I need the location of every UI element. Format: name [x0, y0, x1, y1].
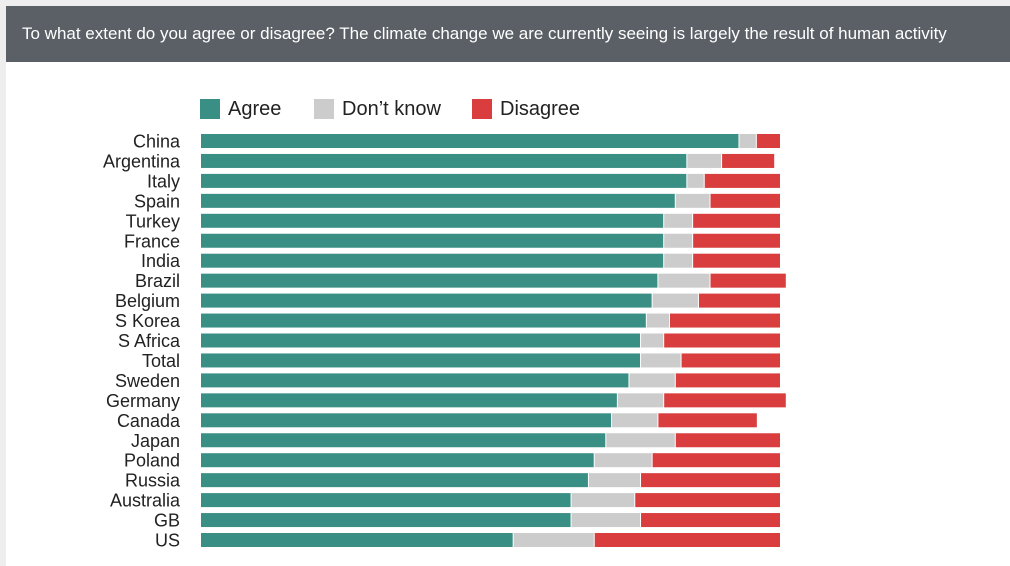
bar-segment-agree: [201, 513, 571, 528]
bar-segment-don-t-know: [664, 253, 693, 268]
bar-segment-agree: [201, 193, 675, 208]
bar-segment-agree: [201, 173, 687, 188]
bar-segment-disagree: [641, 473, 780, 488]
legend-label-disagree: Disagree: [500, 97, 581, 120]
bar-segment-don-t-know: [687, 173, 704, 188]
category-label: S Korea: [115, 311, 181, 331]
bar-segment-agree: [201, 413, 612, 428]
bar-segment-disagree: [704, 173, 780, 188]
chart-title: To what extent do you agree or disagree?…: [6, 6, 1010, 62]
bar-segment-don-t-know: [612, 413, 658, 428]
legend-swatch-disagree: [472, 99, 492, 119]
bar-segment-agree: [201, 253, 664, 268]
bar-segment-agree: [201, 533, 513, 547]
bar-segment-don-t-know: [513, 533, 594, 547]
bar-segment-disagree: [698, 293, 780, 308]
bar-segment-agree: [201, 373, 629, 388]
bar-segment-agree: [201, 134, 739, 148]
category-label: Total: [142, 351, 180, 371]
bar-segment-don-t-know: [687, 153, 722, 168]
bar-segment-don-t-know: [606, 433, 675, 448]
bar-segment-don-t-know: [675, 193, 710, 208]
bar-segment-don-t-know: [739, 134, 756, 148]
category-label: Japan: [131, 431, 180, 451]
category-label: Spain: [134, 191, 180, 211]
legend-item-dont-know: Don’t know: [314, 98, 441, 120]
bar-segment-don-t-know: [629, 373, 675, 388]
bar-segment-disagree: [710, 193, 780, 208]
bar-segment-agree: [201, 493, 571, 508]
bar-segment-agree: [201, 453, 594, 468]
bar-segment-don-t-know: [571, 513, 641, 528]
category-label: China: [133, 132, 181, 152]
category-label: Italy: [147, 171, 180, 191]
bar-segment-don-t-know: [588, 473, 641, 488]
bar-segment-disagree: [710, 273, 786, 288]
category-label: GB: [154, 511, 180, 531]
bar-segment-agree: [201, 473, 588, 488]
bar-segment-agree: [201, 273, 658, 288]
category-label: US: [155, 531, 180, 551]
bar-segment-agree: [201, 153, 687, 168]
bar-segment-agree: [201, 233, 664, 248]
category-label: Russia: [125, 471, 181, 491]
category-label: Sweden: [115, 371, 180, 391]
bar-segment-agree: [201, 293, 652, 308]
bar-segment-agree: [201, 213, 664, 228]
category-label: Australia: [110, 491, 181, 511]
bar-segment-don-t-know: [641, 333, 664, 348]
bar-segment-disagree: [693, 233, 780, 248]
category-label: S Africa: [118, 331, 181, 351]
legend-label-dont-know: Don’t know: [342, 97, 441, 120]
bar-segment-agree: [201, 353, 641, 368]
legend-label-agree: Agree: [228, 97, 282, 120]
category-label: France: [124, 231, 180, 251]
bar-segment-don-t-know: [664, 233, 693, 248]
bar-segment-disagree: [664, 333, 780, 348]
category-label: Canada: [117, 411, 181, 431]
bar-segment-disagree: [675, 373, 780, 388]
bar-segment-disagree: [652, 453, 780, 468]
bar-segment-don-t-know: [617, 393, 664, 408]
bar-segment-don-t-know: [571, 493, 635, 508]
bar-segment-disagree: [664, 393, 786, 408]
bar-segment-disagree: [669, 313, 780, 328]
bar-segment-disagree: [658, 413, 757, 428]
bar-segment-disagree: [635, 493, 780, 508]
bar-segment-disagree: [756, 134, 780, 148]
bar-segment-don-t-know: [664, 213, 693, 228]
legend-swatch-dont-know: [314, 99, 334, 119]
category-label: Poland: [124, 451, 180, 471]
bar-segment-agree: [201, 333, 641, 348]
bar-segment-don-t-know: [641, 353, 681, 368]
bar-segment-agree: [201, 433, 606, 448]
bar-segment-disagree: [693, 253, 780, 268]
bar-segment-don-t-know: [594, 453, 652, 468]
category-label: Belgium: [115, 291, 180, 311]
bar-segment-agree: [201, 393, 617, 408]
category-label: Brazil: [135, 271, 180, 291]
bar-segment-don-t-know: [652, 293, 698, 308]
bar-segment-disagree: [722, 153, 775, 168]
category-label: Argentina: [103, 151, 181, 171]
legend-item-disagree: Disagree: [472, 98, 580, 120]
bar-segment-agree: [201, 313, 646, 328]
legend-swatch-agree: [200, 99, 220, 119]
bar-segment-disagree: [594, 533, 780, 547]
bar-segment-disagree: [693, 213, 780, 228]
bar-segment-don-t-know: [658, 273, 710, 288]
category-label: Turkey: [126, 211, 180, 231]
bar-segment-disagree: [681, 353, 780, 368]
bar-segment-don-t-know: [646, 313, 669, 328]
legend-item-agree: Agree: [200, 98, 281, 120]
category-label: India: [141, 251, 181, 271]
category-label: Germany: [106, 391, 180, 411]
bar-segment-disagree: [675, 433, 780, 448]
bar-segment-disagree: [641, 513, 780, 528]
